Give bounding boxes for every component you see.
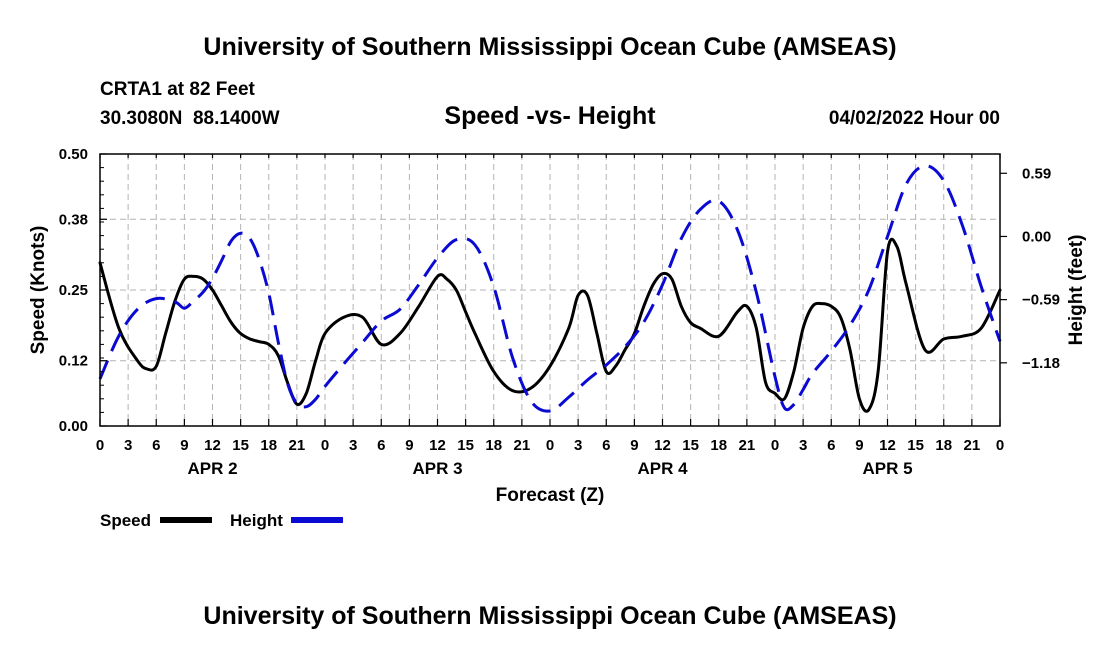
x-tick-label: 3 [349, 437, 357, 454]
x-tick-label: 18 [260, 437, 277, 454]
x-axis-title: Forecast (Z) [496, 485, 605, 506]
x-tick-label: 3 [574, 437, 582, 454]
x-tick-label: 18 [935, 437, 952, 454]
x-tick-label: 12 [204, 437, 221, 454]
day-label: APR 3 [412, 459, 462, 478]
forecast-datetime: 04/02/2022 Hour 00 [829, 108, 1000, 129]
x-tick-label: 0 [96, 437, 104, 454]
y2-tick-label: 0.00 [1022, 228, 1051, 245]
series-line-height [98, 164, 1002, 413]
x-tick-label: 15 [682, 437, 699, 454]
y-axis-title: Speed (Knots) [28, 226, 49, 355]
chart-subtitle: Speed -vs- Height [444, 102, 656, 130]
legend-speed-label: Speed [100, 511, 151, 530]
x-tick-label: 9 [630, 437, 638, 454]
y-tick-label: 0.25 [59, 282, 88, 299]
y-tick-label: 0.12 [59, 353, 88, 370]
x-tick-label: 15 [457, 437, 474, 454]
x-tick-label: 18 [710, 437, 727, 454]
x-tick-label: 6 [377, 437, 385, 454]
y-tick-label: 0.00 [59, 418, 88, 435]
y2-tick-label: 0.59 [1022, 165, 1051, 182]
x-tick-label: 21 [289, 437, 306, 454]
x-tick-label: 3 [799, 437, 807, 454]
x-tick-label: 12 [879, 437, 896, 454]
x-tick-label: 0 [771, 437, 779, 454]
station-label: CRTA1 at 82 Feet [100, 79, 256, 100]
x-tick-label: 12 [429, 437, 446, 454]
footer-title: University of Southern Mississippi Ocean… [203, 602, 896, 630]
x-tick-label: 15 [907, 437, 924, 454]
x-tick-label: 12 [654, 437, 671, 454]
x-tick-label: 9 [855, 437, 863, 454]
day-label: APR 2 [187, 459, 237, 478]
x-tick-label: 15 [232, 437, 249, 454]
x-tick-label: 0 [996, 437, 1004, 454]
y2-tick-label: −0.59 [1022, 292, 1060, 309]
legend-height-label: Height [230, 511, 283, 530]
y-tick-label: 0.50 [59, 146, 88, 163]
x-tick-label: 21 [739, 437, 756, 454]
chart-title: University of Southern Mississippi Ocean… [203, 33, 896, 61]
series-line-speed [98, 237, 1002, 413]
axis-ticks [99, 153, 1007, 427]
day-label: APR 4 [637, 459, 688, 478]
y2-tick-label: −1.18 [1022, 355, 1060, 372]
x-tick-label: 9 [180, 437, 188, 454]
y2-axis-title: Height (feet) [1066, 235, 1087, 346]
x-tick-label: 6 [827, 437, 835, 454]
grid [100, 154, 1000, 426]
y-tick-label: 0.38 [59, 211, 88, 228]
x-tick-label: 0 [321, 437, 329, 454]
x-tick-label: 6 [602, 437, 610, 454]
coordinates-label: 30.3080N 88.1400W [100, 108, 280, 129]
x-tick-label: 6 [152, 437, 160, 454]
x-tick-label: 18 [485, 437, 502, 454]
axis-labels: 0 3 6 9 12 15 18 21 0 3 6 9 12 15 18 21 0 3 6 9 12 15 18 21 0 3 6 9… [59, 146, 1060, 478]
x-tick-label: 21 [964, 437, 981, 454]
day-label: APR 5 [862, 459, 912, 478]
x-tick-label: 3 [124, 437, 132, 454]
series-group [98, 164, 1002, 413]
x-tick-label: 21 [514, 437, 531, 454]
x-tick-label: 0 [546, 437, 554, 454]
x-tick-label: 9 [405, 437, 413, 454]
